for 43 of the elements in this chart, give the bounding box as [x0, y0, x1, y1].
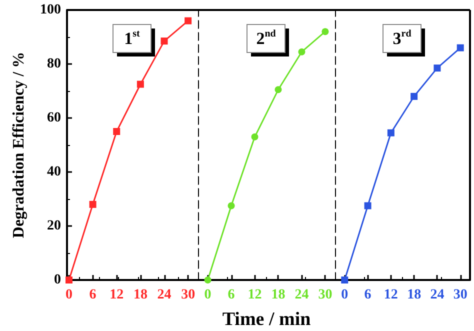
- point: [251, 133, 258, 140]
- y-tick-label: 100: [40, 2, 61, 18]
- point: [298, 48, 306, 56]
- point: [136, 80, 144, 88]
- x-tick-label: 24: [294, 288, 309, 302]
- x-tick-label: 24: [430, 288, 444, 302]
- y-tick-label: 0: [54, 272, 61, 288]
- x-tick-label: 6: [364, 288, 372, 302]
- y-tick-label: 20: [47, 218, 61, 234]
- point: [228, 202, 235, 210]
- x-tick-label: 12: [110, 288, 124, 302]
- x-tick-label: 0: [341, 288, 348, 302]
- y-tick-label: 80: [47, 56, 61, 72]
- point: [113, 128, 120, 135]
- point: [204, 276, 212, 284]
- x-tick-label: 0: [204, 288, 212, 302]
- x-tick-label: 18: [271, 288, 286, 302]
- point: [456, 44, 464, 52]
- x-tick-label: 18: [407, 288, 422, 302]
- point: [387, 129, 394, 136]
- x-tick-label: 0: [65, 288, 72, 302]
- point: [364, 202, 372, 210]
- y-tick-label: 40: [47, 164, 61, 180]
- y-axis-title: Degradation Efficiency / %: [10, 52, 28, 238]
- point: [274, 86, 282, 94]
- x-tick-label: 18: [133, 288, 148, 302]
- x-tick-label: 12: [384, 288, 398, 302]
- x-tick-label: 6: [89, 288, 96, 302]
- x-tick-label: 12: [248, 288, 262, 302]
- x-tick-label: 30: [181, 288, 196, 302]
- x-tick-label: 24: [157, 288, 172, 302]
- y-tick-label: 60: [47, 110, 61, 126]
- point: [434, 64, 441, 72]
- point: [341, 276, 348, 284]
- x-tick-label: 6: [228, 288, 235, 302]
- x-tick-label: 30: [318, 288, 332, 302]
- point: [160, 38, 168, 45]
- point: [184, 17, 192, 24]
- x-tick-label: 30: [453, 288, 468, 302]
- point: [322, 28, 329, 36]
- point: [410, 92, 418, 100]
- point: [89, 200, 96, 208]
- x-axis-title: Time / min: [222, 309, 312, 330]
